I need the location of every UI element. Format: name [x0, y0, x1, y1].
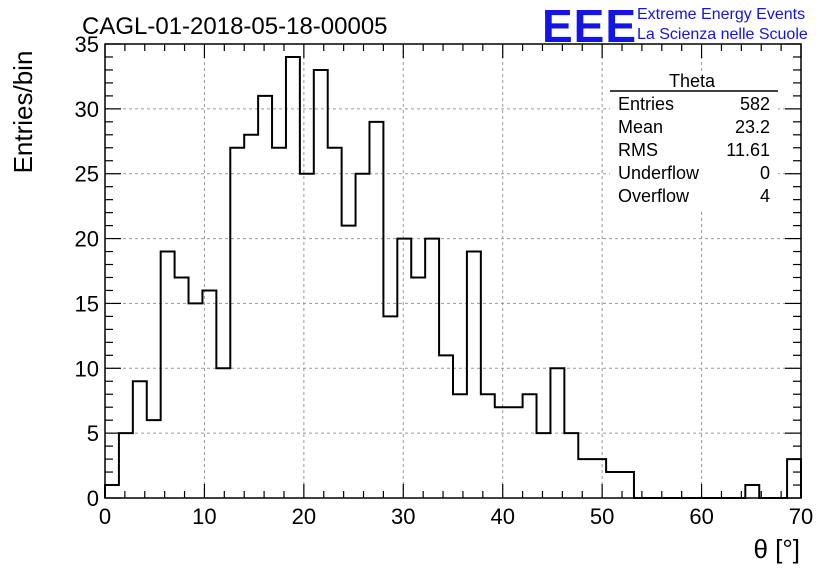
histogram-bin [105, 485, 119, 498]
y-tick-label: 20 [75, 227, 99, 252]
plot-border [104, 43, 802, 499]
histogram-bin [606, 472, 620, 498]
stats-label: RMS [618, 140, 658, 160]
histogram-bin [300, 174, 314, 498]
y-tick-label: 0 [87, 486, 99, 511]
histogram-bin [481, 394, 495, 498]
histogram-bin [495, 407, 509, 498]
stats-value: 582 [740, 94, 770, 114]
stats-title: Theta [669, 71, 716, 91]
histogram-bin [258, 96, 272, 498]
x-tick-label: 0 [99, 504, 111, 529]
histogram-bin [244, 135, 258, 498]
histogram-bin [161, 252, 175, 498]
x-tick-label: 40 [490, 504, 514, 529]
stats-value: 0 [760, 163, 770, 183]
histogram-bin [189, 303, 203, 498]
histogram-bin [369, 122, 383, 498]
stats-label: Overflow [618, 186, 690, 206]
histogram-bin [537, 433, 551, 498]
x-tick-label: 50 [590, 504, 614, 529]
x-tick-label: 30 [391, 504, 415, 529]
stats-box: Theta Entries 582 Mean 23.2 RMS 11.61 Underflo… [610, 71, 778, 210]
y-tick-label: 25 [75, 162, 99, 187]
x-tick-label: 60 [689, 504, 713, 529]
histogram-bin [592, 459, 606, 498]
logo-line-1: Extreme Energy Events [637, 6, 805, 23]
y-tick-label: 10 [75, 356, 99, 381]
histogram-bin [272, 148, 286, 498]
y-tick-label: 35 [75, 32, 99, 57]
histogram-bin [342, 226, 356, 498]
histogram-bin [439, 355, 453, 498]
x-tick-label: 20 [292, 504, 316, 529]
histogram-bin [216, 368, 230, 498]
histogram-bin [328, 148, 342, 498]
histogram-bin [175, 277, 189, 498]
x-axis: 0 10 20 30 40 50 60 70 [99, 44, 813, 529]
stats-label: Mean [618, 117, 663, 137]
histogram-bin [147, 420, 161, 498]
histogram-bin [230, 148, 244, 498]
histogram-bin [745, 485, 759, 498]
histogram-bin [397, 239, 411, 498]
y-tick-label: 15 [75, 291, 99, 316]
plot-frame [104, 43, 802, 499]
histogram-bin [467, 252, 481, 498]
y-tick-label: 30 [75, 97, 99, 122]
histogram-bin [564, 433, 578, 498]
histogram-bin [119, 433, 133, 498]
y-axis: 0 5 10 15 20 25 30 35 [75, 32, 801, 511]
stats-value: 23.2 [735, 117, 770, 137]
histogram-bin [314, 70, 328, 498]
x-tick-label: 70 [789, 504, 813, 529]
histogram-bin [133, 381, 147, 498]
x-tick-label: 10 [192, 504, 216, 529]
histogram-bin [787, 459, 801, 498]
histogram-bin [356, 174, 370, 498]
stats-label: Entries [618, 94, 674, 114]
histogram-bin [578, 459, 592, 498]
histogram-bin [509, 407, 523, 498]
histogram-bin [383, 316, 397, 498]
histogram-bin [202, 290, 216, 498]
histogram-bin [411, 277, 425, 498]
histogram-bin [453, 394, 467, 498]
y-tick-label: 5 [87, 421, 99, 446]
histogram-bin [425, 239, 439, 498]
stats-value: 4 [760, 186, 770, 206]
histogram-bin [550, 368, 564, 498]
histogram-bin [286, 57, 300, 498]
chart-title: CAGL-01-2018-05-18-00005 [82, 13, 388, 40]
stats-value: 11.61 [726, 140, 770, 160]
stats-label: Underflow [618, 163, 700, 183]
y-axis-title: Entries/bin [8, 51, 38, 174]
x-axis-title: θ [°] [753, 534, 800, 564]
eee-logo: EEE Extreme Energy Events La Scienza nel… [542, 0, 808, 52]
logo-line-2: La Scienza nelle Scuole [637, 26, 808, 43]
histogram-bin [523, 394, 537, 498]
stats-box-background [610, 72, 778, 210]
